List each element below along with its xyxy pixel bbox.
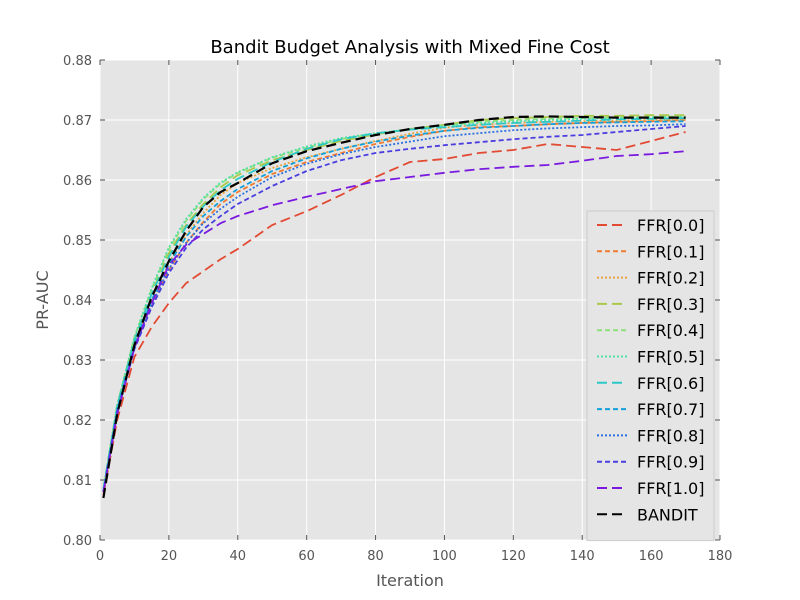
y-axis-label: PR-AUC: [33, 270, 52, 329]
legend-label: FFR[0.2]: [637, 269, 704, 288]
series-line-bandit: [102, 115, 686, 499]
chart-title: Bandit Budget Analysis with Mixed Fine C…: [210, 37, 609, 58]
series-line-ffr-0-8: [102, 123, 686, 493]
series-line-ffr-0-9: [102, 125, 686, 493]
x-tick-label: 180: [708, 549, 733, 564]
legend-label: FFR[0.1]: [637, 242, 704, 261]
legend: FFR[0.0] FFR[0.1] FFR[0.2] FFR[0.3] FFR[0.4]…: [586, 210, 715, 542]
y-tick-label: 0.88: [63, 54, 92, 69]
x-tick-label: 120: [501, 549, 526, 564]
legend-label: FFR[0.5]: [637, 348, 704, 367]
x-axis-label: Iteration: [376, 571, 444, 590]
y-tick-label: 0.85: [63, 234, 92, 249]
y-tick-label: 0.87: [63, 114, 92, 129]
series-line-ffr-1-0: [102, 150, 686, 493]
legend-label: FFR[0.4]: [637, 321, 704, 340]
y-tick-label: 0.86: [63, 174, 92, 189]
legend-label: FFR[0.7]: [637, 400, 704, 419]
y-tick-label: 0.83: [63, 354, 92, 369]
y-tick-label: 0.81: [63, 474, 92, 489]
legend-label: FFR[0.6]: [637, 374, 704, 393]
series-line-ffr-0-0: [102, 131, 686, 496]
x-tick-label: 0: [96, 549, 104, 564]
legend-label: BANDIT: [637, 505, 698, 524]
x-tick-label: 100: [432, 549, 457, 564]
legend-label: FFR[0.3]: [637, 295, 704, 314]
x-tick-label: 140: [570, 549, 595, 564]
legend-label: FFR[0.9]: [637, 453, 704, 472]
legend-label: FFR[0.8]: [637, 426, 704, 445]
series-line-ffr-0-3: [102, 114, 686, 490]
y-tick-label: 0.82: [63, 414, 92, 429]
x-tick-label: 40: [230, 549, 247, 564]
legend-label: FFR[1.0]: [637, 479, 704, 498]
x-tick-label: 60: [298, 549, 315, 564]
axis-ticks: 0 20 40 60 80 100 120 140 160 180 0.80 0.81 0.82 0.83…: [63, 54, 732, 564]
legend-box: [586, 210, 715, 542]
series-line-ffr-0-6: [102, 117, 686, 490]
y-tick-label: 0.84: [63, 294, 92, 309]
series-line-ffr-0-5: [102, 116, 686, 490]
x-tick-label: 20: [161, 549, 178, 564]
legend-label: FFR[0.0]: [637, 216, 704, 235]
x-tick-label: 80: [367, 549, 384, 564]
series-lines: [102, 114, 686, 499]
x-tick-label: 160: [639, 549, 664, 564]
y-tick-label: 0.80: [63, 534, 92, 549]
